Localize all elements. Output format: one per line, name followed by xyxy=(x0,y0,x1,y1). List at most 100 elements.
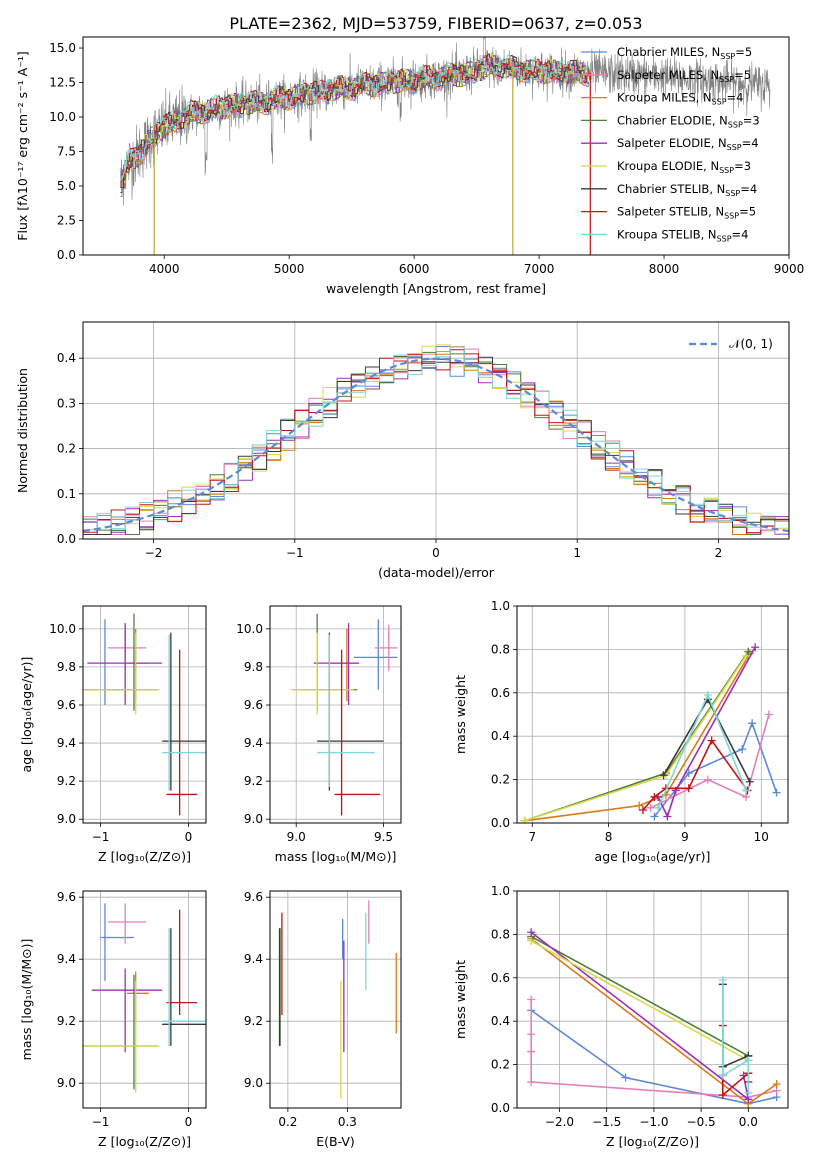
age_vs_mass-xtick-label: 9.0 xyxy=(287,830,306,844)
mass_weight_vs_age-xlabel: age [log₁₀(age/yr)] xyxy=(595,849,711,864)
mass_weight_vs_Z-xtick-label: −1.0 xyxy=(639,1115,668,1129)
age_vs_Z-point-4 xyxy=(87,623,163,705)
mass_weight_vs_Z-marker xyxy=(527,936,536,945)
mass_weight_vs_age-xtick-label: 7 xyxy=(528,830,536,844)
mass_weight_vs_age-marker xyxy=(684,784,693,793)
spectrum-ytick-label: 7.5 xyxy=(57,145,76,159)
mass_vs_Z-frame xyxy=(82,890,207,1109)
residuals-xtick-label: −1 xyxy=(286,546,304,560)
mass_vs_Z-ytick-label: 9.6 xyxy=(57,890,76,904)
age_vs_Z-ytick-label: 9.0 xyxy=(57,812,76,826)
age_vs_mass-ytick-label: 9.0 xyxy=(244,812,263,826)
mass_vs_Z-ylabel: mass [log₁₀(M/M⊙)] xyxy=(19,939,34,1061)
mass_weight_vs_Z-marker xyxy=(718,975,727,984)
spectrum-legend-n: =4 xyxy=(742,136,759,150)
spectrum-legend-n: =5 xyxy=(739,205,756,219)
spectrum-model-line-5 xyxy=(120,53,589,184)
mass_weight_vs_Z-ytick-label: 0.4 xyxy=(491,1014,510,1028)
spectrum-legend-n: =4 xyxy=(732,227,749,241)
spectrum-xtick-label: 4000 xyxy=(149,262,180,276)
figure-title: PLATE=2362, MJD=53759, FIBERID=0637, z=0… xyxy=(229,14,642,33)
spectrum-legend-sub: SSP xyxy=(717,234,732,243)
mass_weight_vs_age-marker xyxy=(738,745,747,754)
mass_weight_vs_age-ytick-label: 0.6 xyxy=(491,686,510,700)
mass_weight_vs_age-ytick-label: 0.4 xyxy=(491,729,510,743)
mass_weight_vs_age-data xyxy=(520,643,781,823)
mass_weight_vs_age-marker xyxy=(663,812,672,821)
mass_weight_vs_Z-line-3 xyxy=(530,935,749,1057)
spectrum-legend-n: =3 xyxy=(734,159,751,173)
mass_weight_vs_Z-ytick-label: 0.6 xyxy=(491,971,510,985)
spectrum-legend-label: Salpeter MILES, NSSP=5 xyxy=(617,68,751,84)
mass_vs_Z-xtick-label: −1 xyxy=(92,1115,110,1129)
mass_weight_vs_Z-data xyxy=(527,928,781,1108)
mass_vs_Z-ytick-label: 9.2 xyxy=(57,1014,76,1028)
residuals-ylabel: Normed distribution xyxy=(15,368,30,493)
mass_vs_EBV-xtick-label: 0.3 xyxy=(338,1115,357,1129)
spectrum-xtick-label: 8000 xyxy=(649,262,680,276)
spectrum-legend-sub: SSP xyxy=(719,75,734,84)
spectrum-legend-sub: SSP xyxy=(719,166,734,175)
mass_weight_vs_age-marker xyxy=(659,771,668,780)
mass_weight_vs_age-marker xyxy=(745,777,754,786)
mass_weight_vs_Z-ytick-label: 1.0 xyxy=(491,884,510,898)
residuals-ytick-label: 0.3 xyxy=(57,396,76,410)
mass_weight_vs_age-ytick-label: 1.0 xyxy=(491,599,510,613)
age_vs_Z-ytick-label: 10.0 xyxy=(49,622,76,636)
mass_weight_vs_age-marker xyxy=(748,719,757,728)
mass_weight_vs_age-marker xyxy=(707,736,716,745)
spectrum-legend-label: Salpeter ELODIE, NSSP=4 xyxy=(617,136,759,152)
spectrum-xtick-label: 5000 xyxy=(274,262,305,276)
mass_weight_vs_Z-xtick-label: −1.5 xyxy=(592,1115,621,1129)
spectrum-xtick-label: 6000 xyxy=(399,262,430,276)
mass_weight_vs_age-xtick-label: 10 xyxy=(754,830,769,844)
residuals-xtick-label: 2 xyxy=(715,546,723,560)
spectrum-model-line-7 xyxy=(120,54,589,189)
mass_weight_vs_age-line-7 xyxy=(642,738,749,811)
spectrum-xlabel: wavelength [Angstrom, rest frame] xyxy=(326,281,546,296)
mass_vs_Z-plot: −1 0 9.0 9.2 9.4 9.6 Z [log₁₀(Z/Z⊙)] mass [log₁… xyxy=(19,890,207,1149)
residuals-frame xyxy=(82,321,790,540)
spectrum-legend-sub: SSP xyxy=(728,120,743,129)
spectrum-ytick-label: 15.0 xyxy=(49,41,76,55)
mass_weight_vs_Z-marker xyxy=(718,1090,727,1099)
residuals-ytick-label: 0.0 xyxy=(57,532,76,546)
mass_weight_vs_Z-marker xyxy=(527,995,536,1004)
residuals-ytick-label: 0.2 xyxy=(57,442,76,456)
mass_weight_vs_age-marker xyxy=(742,786,751,795)
spectrum-legend-label: Kroupa STELIB, NSSP=4 xyxy=(617,227,748,243)
mass_vs_Z-ytick-label: 9.4 xyxy=(57,952,76,966)
mass_weight_vs_Z-marker xyxy=(527,1030,536,1039)
mass_weight_vs_Z-ytick-label: 0.2 xyxy=(491,1058,510,1072)
spectrum-legend-label: Chabrier ELODIE, NSSP=3 xyxy=(617,113,760,129)
spectrum-legend-sub: SSP xyxy=(725,189,740,198)
age_vs_Z-ylabel: age [log₁₀(age/yr)] xyxy=(19,657,34,773)
spectrum-xtick-label: 9000 xyxy=(774,262,805,276)
mass_weight_vs_Z-xlabel: Z [log₁₀(Z/Z⊙)] xyxy=(606,1134,699,1149)
mass_vs_EBV-xtick-label: 0.2 xyxy=(278,1115,297,1129)
spectrum-ylabel: Flux [fλ10⁻¹⁷ erg cm⁻² s⁻¹ A⁻¹] xyxy=(15,51,30,240)
age_vs_Z-ytick-label: 9.4 xyxy=(57,736,76,750)
normal-curve xyxy=(83,357,789,533)
mass_vs_Z-point-7 xyxy=(166,909,198,1015)
spectrum-legend-name: Salpeter STELIB, N xyxy=(617,205,724,219)
mass_vs_Z-point-0 xyxy=(100,903,134,981)
mass_weight_vs_Z-line-5 xyxy=(530,940,749,1062)
mass_weight_vs_age-marker xyxy=(520,816,529,823)
mass_weight_vs_Z-marker xyxy=(527,928,536,937)
age_vs_mass-frame xyxy=(269,605,402,824)
mass_weight_vs_Z-ylabel: mass weight xyxy=(453,960,468,1039)
mass_weight_vs_age-marker xyxy=(744,647,753,656)
spectrum-legend-name: Kroupa STELIB, N xyxy=(617,227,717,241)
spectrum-legend-sub: SSP xyxy=(712,98,727,107)
age_vs_Z-xtick-label: 0 xyxy=(185,830,193,844)
age_vs_mass-point-5 xyxy=(290,632,354,715)
mass_weight_vs_age-frame xyxy=(516,605,789,824)
age_vs_Z-point-8 xyxy=(162,634,206,791)
spectrum-data xyxy=(120,37,771,255)
mass_weight_vs_age-marker xyxy=(646,803,655,812)
residuals-data xyxy=(83,344,789,535)
age_vs_Z-ytick-label: 9.8 xyxy=(57,660,76,674)
age_vs_Z-ytick-label: 9.2 xyxy=(57,774,76,788)
mass_vs_EBV-ytick-label: 9.6 xyxy=(244,890,263,904)
